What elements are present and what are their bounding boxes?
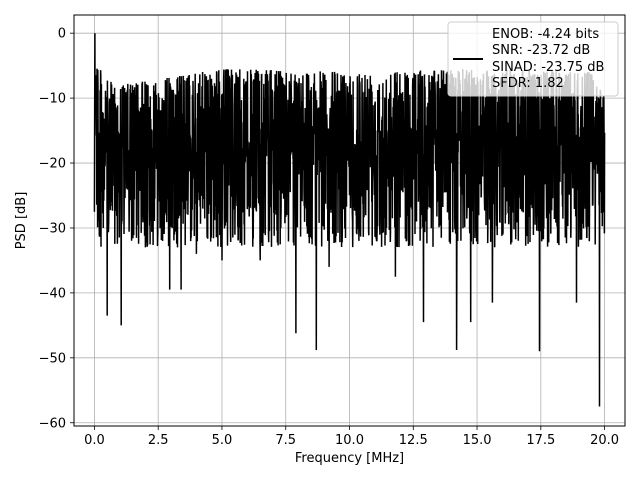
y-tick-label: −10 bbox=[39, 92, 66, 107]
y-tick-label: −60 bbox=[39, 416, 66, 431]
x-tick-label: 7.5 bbox=[275, 433, 296, 448]
y-tick-label: −40 bbox=[39, 286, 66, 301]
x-tick-label: 0.0 bbox=[84, 433, 105, 448]
tick-marks: 0.0 2.5 5.0 7.5 10.0 12.5 15.0 17.5 20.0 0 −10 −20 −… bbox=[39, 27, 620, 448]
y-axis-label: PSD [dB] bbox=[14, 192, 29, 250]
legend-line-sfdr: SFDR: 1.82 bbox=[492, 76, 564, 91]
legend-line-snr: SNR: -23.72 dB bbox=[492, 43, 590, 58]
x-tick-label: 15.0 bbox=[463, 433, 492, 448]
y-tick-label: 0 bbox=[58, 27, 66, 42]
y-tick-label: −30 bbox=[39, 221, 66, 236]
y-tick-label: −20 bbox=[39, 157, 66, 172]
x-tick-label: 5.0 bbox=[212, 433, 233, 448]
legend-line-sinad: SINAD: -23.75 dB bbox=[492, 60, 604, 75]
legend: ENOB: -4.24 bits SNR: -23.72 dB SINAD: -… bbox=[447, 21, 619, 97]
psd-series-line bbox=[93, 33, 606, 407]
x-axis-label: Frequency [MHz] bbox=[295, 451, 404, 466]
y-tick-label: −50 bbox=[39, 351, 66, 366]
x-tick-label: 20.0 bbox=[590, 433, 619, 448]
legend-box bbox=[447, 21, 619, 97]
plot-area bbox=[93, 33, 606, 407]
x-tick-label: 10.0 bbox=[335, 433, 364, 448]
legend-line-enob: ENOB: -4.24 bits bbox=[492, 27, 599, 42]
x-tick-label: 12.5 bbox=[399, 433, 428, 448]
x-tick-label: 2.5 bbox=[148, 433, 169, 448]
x-tick-label: 17.5 bbox=[526, 433, 555, 448]
